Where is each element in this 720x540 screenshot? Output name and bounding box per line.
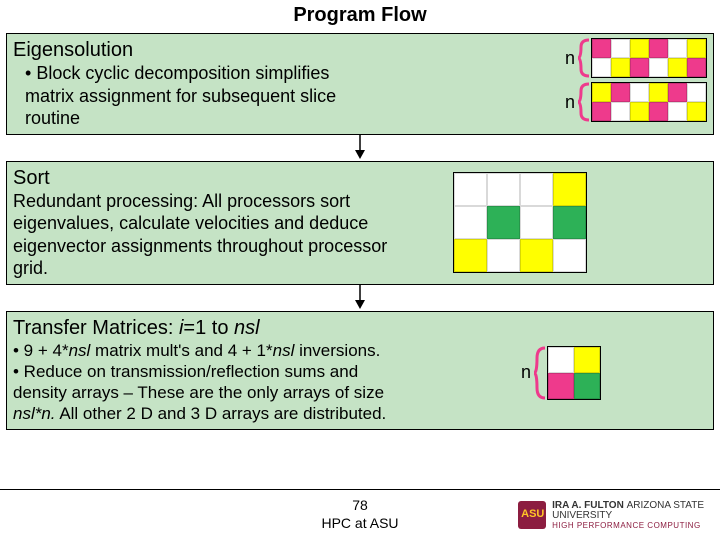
p1-line1: Block cyclic decomposition simplifies (36, 63, 329, 83)
grid-cell (592, 102, 611, 121)
arrow-1 (350, 135, 370, 159)
logo-text: IRA A. FULTON ARIZONA STATE UNIVERSITY H… (552, 501, 704, 530)
p1-line2: matrix assignment for subsequent slice (25, 86, 336, 106)
labeled-grid: n (565, 82, 707, 122)
p3-l1a: • 9 + 4* (13, 341, 69, 360)
p3-l2: • Reduce on transmission/reflection sums… (13, 362, 358, 381)
panel1-text: Eigensolution • Block cyclic decompositi… (13, 38, 557, 130)
grid-cell (592, 58, 611, 77)
color-grid (591, 82, 707, 122)
panel2-text: Sort Redundant processing: All processor… (13, 166, 413, 280)
p3-l1c: matrix mult's and 4 + 1* (90, 341, 272, 360)
panel2-visual (413, 166, 587, 273)
grid-cell (611, 83, 630, 102)
panel1-heading: Eigensolution (13, 38, 557, 62)
grid-cell (611, 102, 630, 121)
brace-icon (577, 38, 591, 78)
color-grid (547, 346, 601, 400)
grid-cell (574, 347, 600, 373)
p3-l4b: All other 2 D and 3 D arrays are distrib… (56, 404, 387, 423)
grid-cell (668, 83, 687, 102)
asu-logo: IRA A. FULTON ARIZONA STATE UNIVERSITY H… (518, 501, 704, 530)
labeled-grid: n (521, 346, 601, 400)
logo-l4: HIGH PERFORMANCE COMPUTING (552, 522, 704, 530)
grid-cell (454, 173, 487, 206)
grid-cell (520, 173, 553, 206)
panel3-body: • 9 + 4*nsl matrix mult's and 4 + 1*nsl … (13, 340, 513, 425)
grid-cell (487, 239, 520, 272)
logo-l1: IRA A. FULTON (552, 500, 624, 511)
grid-cell (687, 39, 706, 58)
grid-cell (520, 239, 553, 272)
page-title: Program Flow (0, 0, 720, 31)
grid-cell (668, 58, 687, 77)
grid-cell (668, 102, 687, 121)
panel-sort: Sort Redundant processing: All processor… (6, 161, 714, 285)
panel1-visual: nn (557, 38, 707, 126)
color-grid (453, 172, 587, 273)
footer-rule (0, 489, 720, 490)
grid-cell (454, 239, 487, 272)
grid-cell (649, 39, 668, 58)
grid-cell (548, 373, 574, 399)
panel2-body: Redundant processing: All processors sor… (13, 190, 413, 280)
panel3-text: Transfer Matrices: i=1 to nsl • 9 + 4*ns… (13, 316, 513, 425)
grid-label: n (565, 92, 575, 113)
grid-cell (487, 206, 520, 239)
p3-h-mid: =1 to (183, 317, 234, 339)
panel-transfer: Transfer Matrices: i=1 to nsl • 9 + 4*ns… (6, 311, 714, 430)
asu-shield-icon (518, 501, 546, 529)
grid-label: n (521, 362, 531, 383)
panel2-heading: Sort (13, 166, 413, 190)
grid-cell (553, 173, 586, 206)
p3-l4a: nsl*n. (13, 404, 56, 423)
grid-cell (687, 83, 706, 102)
grid-cell (630, 58, 649, 77)
brace-icon (533, 346, 547, 400)
labeled-grid: n (565, 38, 707, 78)
grid-cell (574, 373, 600, 399)
grid-cell (553, 239, 586, 272)
grid-cell (611, 58, 630, 77)
brace-icon (577, 82, 591, 122)
grid-cell (553, 206, 586, 239)
color-grid (591, 38, 707, 78)
p3-h-prefix: Transfer Matrices: (13, 317, 179, 339)
panel3-heading: Transfer Matrices: i=1 to nsl (13, 316, 513, 340)
grid-cell (548, 347, 574, 373)
grid-cell (668, 39, 687, 58)
grid-cell (630, 102, 649, 121)
grid-cell (649, 83, 668, 102)
p3-l1e: inversions. (294, 341, 380, 360)
logo-l2: ARIZONA STATE (627, 500, 704, 511)
grid-cell (454, 206, 487, 239)
p3-l1b: nsl (69, 341, 91, 360)
grid-cell (687, 102, 706, 121)
grid-cell (611, 39, 630, 58)
grid-cell (592, 39, 611, 58)
grid-cell (487, 173, 520, 206)
grid-cell (630, 83, 649, 102)
arrow-2 (350, 285, 370, 309)
grid-cell (649, 102, 668, 121)
p3-h-var2: nsl (234, 317, 260, 339)
panel1-body: • Block cyclic decomposition simplifies … (13, 62, 557, 130)
grid-cell (649, 58, 668, 77)
panel-eigensolution: Eigensolution • Block cyclic decompositi… (6, 33, 714, 135)
p1-line3: routine (25, 108, 80, 128)
panel3-visual: n (513, 316, 601, 404)
grid-label: n (565, 48, 575, 69)
grid-cell (592, 83, 611, 102)
p3-l1d: nsl (273, 341, 295, 360)
p3-l3: density arrays – These are the only arra… (13, 383, 384, 402)
grid-cell (520, 206, 553, 239)
grid-cell (687, 58, 706, 77)
grid-cell (630, 39, 649, 58)
bullet: • (25, 63, 36, 83)
